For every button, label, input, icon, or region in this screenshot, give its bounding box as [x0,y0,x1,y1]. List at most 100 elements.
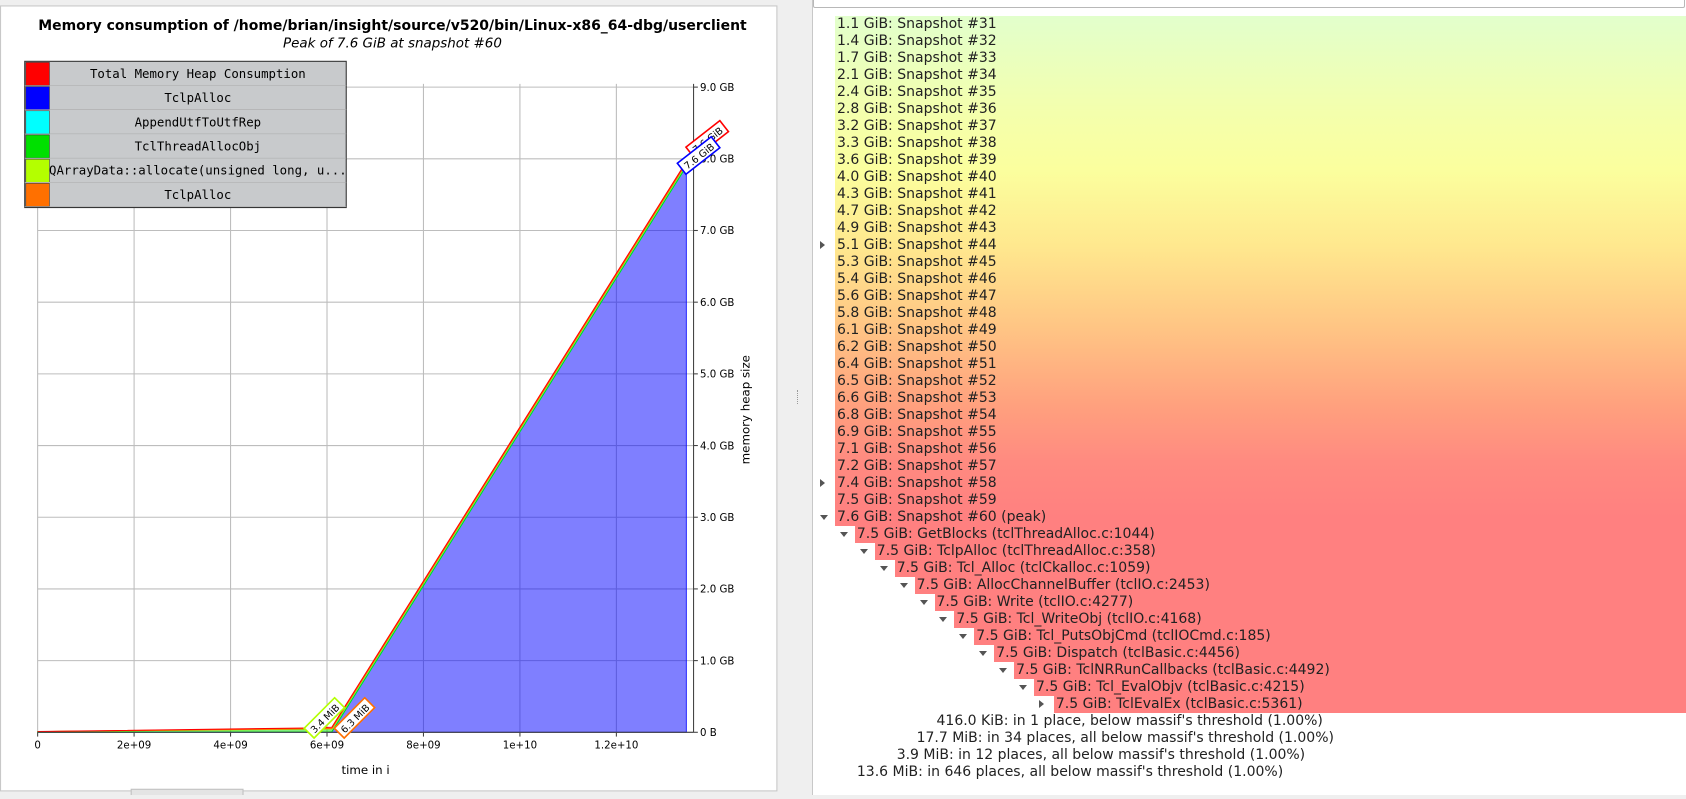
expander[interactable] [939,617,948,622]
indent [813,713,935,730]
tree-row[interactable]: 7.1 GiB: Snapshot #56 [813,441,1686,458]
tree-row[interactable]: 5.8 GiB: Snapshot #48 [813,305,1686,322]
tree-row[interactable]: 6.5 GiB: Snapshot #52 [813,373,1686,390]
row-text: 5.4 GiB: Snapshot #46 [837,271,997,287]
indent [813,458,835,475]
x-tick-label: 2e+09 [117,740,151,751]
tree-row[interactable]: 1.7 GiB: Snapshot #33 [813,50,1686,67]
tree-row[interactable]: 13.6 MiB: in 646 places, all below massi… [813,764,1686,781]
indent [813,237,835,254]
tree-row[interactable]: 7.5 GiB: GetBlocks (tclThreadAlloc.c:104… [813,526,1686,543]
y-tick-label: 7.0 GB [700,226,734,237]
tree-row[interactable]: 4.3 GiB: Snapshot #41 [813,186,1686,203]
expander[interactable] [899,583,908,588]
tree-row[interactable]: 7.5 GiB: TclpAlloc (tclThreadAlloc.c:358… [813,543,1686,560]
legend-label: QArrayData::allocate(unsigned long, u... [49,164,347,178]
expander[interactable] [1019,685,1027,690]
indent [813,186,835,203]
expander[interactable] [820,515,828,520]
tree-row[interactable]: 3.6 GiB: Snapshot #39 [813,152,1686,169]
expander[interactable] [919,600,928,605]
expander[interactable] [879,566,888,571]
row-text: 3.6 GiB: Snapshot #39 [837,152,997,168]
tree-row[interactable]: 5.6 GiB: Snapshot #47 [813,288,1686,305]
expander[interactable] [820,241,825,249]
expander[interactable] [820,479,825,487]
expander[interactable] [959,634,968,639]
tree-row[interactable]: 6.6 GiB: Snapshot #53 [813,390,1686,407]
indent [813,220,835,237]
tree-row[interactable]: 2.1 GiB: Snapshot #34 [813,67,1686,84]
indent [813,305,835,322]
tree-row[interactable]: 7.5 GiB: AllocChannelBuffer (tclIO.c:245… [813,577,1686,594]
row-text: 4.9 GiB: Snapshot #43 [837,220,997,236]
row-text: 3.9 MiB: in 12 places, all below massif'… [894,747,1306,764]
row-text: 1.4 GiB: Snapshot #32 [837,33,997,49]
tree-row[interactable]: 4.0 GiB: Snapshot #40 [813,169,1686,186]
filter-input[interactable]: Filter [813,0,1685,8]
expander[interactable] [859,549,868,554]
indent [813,50,835,67]
tree-row[interactable]: 7.5 GiB: Tcl_WriteObj (tclIO.c:4168) [813,611,1686,628]
tree-row[interactable]: 17.7 MiB: in 34 places, all below massif… [813,730,1686,747]
expander[interactable] [979,651,988,656]
tree-row[interactable]: 7.5 GiB: Tcl_Alloc (tclCkalloc.c:1059) [813,560,1686,577]
row-text: 7.5 GiB: TclNRRunCallbacks (tclBasic.c:4… [1016,662,1330,678]
legend-swatch [25,183,50,207]
tree-row[interactable]: 7.5 GiB: Tcl_PutsObjCmd (tclIOCmd.c:185) [813,628,1686,645]
row-text: 7.5 GiB: TclEvalEx (tclBasic.c:5361) [1055,696,1303,712]
tree-row[interactable]: 4.7 GiB: Snapshot #42 [813,203,1686,220]
tree-row[interactable]: 6.4 GiB: Snapshot #51 [813,356,1686,373]
tree-row[interactable]: 6.8 GiB: Snapshot #54 [813,407,1686,424]
tree-row[interactable]: 2.4 GiB: Snapshot #35 [813,84,1686,101]
indent [813,679,1034,696]
x-tick-label: 4e+09 [213,740,247,751]
row-text: 7.5 GiB: Dispatch (tclBasic.c:4456) [996,645,1240,661]
y-tick-label: 8.0 GB [700,155,734,166]
y-tick-label: 2.0 GB [700,585,734,596]
tree-row[interactable]: 3.3 GiB: Snapshot #38 [813,135,1686,152]
indent [813,577,915,594]
row-text: 7.5 GiB: TclpAlloc (tclThreadAlloc.c:358… [876,543,1156,559]
tree-row[interactable]: 3.2 GiB: Snapshot #37 [813,118,1686,135]
tree-row[interactable]: 2.8 GiB: Snapshot #36 [813,101,1686,118]
tree-row[interactable]: 416.0 KiB: in 1 place, below massif's th… [813,713,1686,730]
splitter[interactable] [797,390,800,404]
tree-row[interactable]: 1.1 GiB: Snapshot #31 [813,16,1686,33]
tree-row[interactable]: 7.5 GiB: Write (tclIO.c:4277) [813,594,1686,611]
indent [813,441,835,458]
tree-row[interactable]: 7.5 GiB: Dispatch (tclBasic.c:4456) [813,645,1686,662]
indent [813,152,835,169]
tree-row[interactable]: 7.2 GiB: Snapshot #57 [813,458,1686,475]
tree-row[interactable]: 6.9 GiB: Snapshot #55 [813,424,1686,441]
tree-row[interactable]: 7.5 GiB: TclEvalEx (tclBasic.c:5361) [813,696,1686,713]
indent [813,696,1054,713]
chart: Memory consumption of /home/brian/insigh… [0,5,778,797]
indent [813,203,835,220]
tree-row[interactable]: 5.4 GiB: Snapshot #46 [813,271,1686,288]
expander[interactable] [839,532,848,537]
tab[interactable] [130,788,244,797]
expander[interactable] [1038,700,1044,708]
tree-row[interactable]: 7.5 GiB: Snapshot #59 [813,492,1686,509]
tree-row[interactable]: 5.1 GiB: Snapshot #44 [813,237,1686,254]
y-tick-label: 0 B [700,728,717,739]
expander[interactable] [999,668,1008,673]
tree-row[interactable]: 3.9 MiB: in 12 places, all below massif'… [813,747,1686,764]
row-text: 7.4 GiB: Snapshot #58 [837,475,997,491]
tree-row[interactable]: 4.9 GiB: Snapshot #43 [813,220,1686,237]
legend-swatch [25,86,50,110]
tree-row[interactable]: 6.1 GiB: Snapshot #49 [813,322,1686,339]
tree-row[interactable]: 7.5 GiB: Tcl_EvalObjv (tclBasic.c:4215) [813,679,1686,696]
y-tick-label: 1.0 GB [700,656,734,667]
tree-row[interactable]: 7.5 GiB: TclNRRunCallbacks (tclBasic.c:4… [813,662,1686,679]
row-text: 6.8 GiB: Snapshot #54 [837,407,997,423]
row-text: 3.3 GiB: Snapshot #38 [837,135,997,151]
tree-row[interactable]: 6.2 GiB: Snapshot #50 [813,339,1686,356]
tree-row[interactable]: 7.6 GiB: Snapshot #60 (peak) [813,509,1686,526]
tree-row[interactable]: 5.3 GiB: Snapshot #45 [813,254,1686,271]
tree-row[interactable]: 1.4 GiB: Snapshot #32 [813,33,1686,50]
legend-swatch [25,62,50,86]
tree-row[interactable]: 7.4 GiB: Snapshot #58 [813,475,1686,492]
y-tick-label: 3.0 GB [700,513,734,524]
